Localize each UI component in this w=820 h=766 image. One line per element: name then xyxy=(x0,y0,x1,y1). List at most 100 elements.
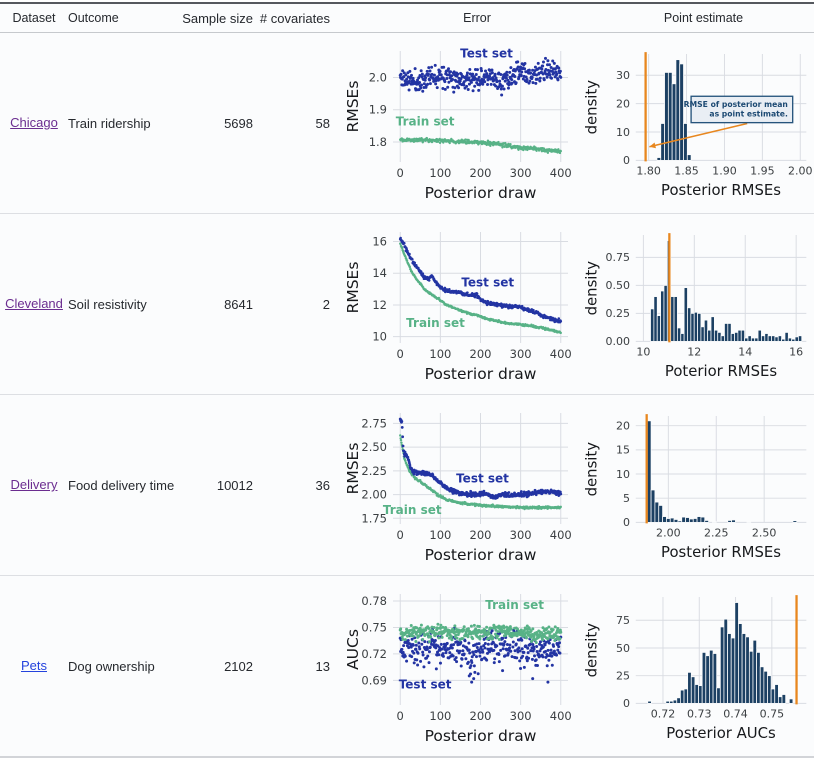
svg-text:300: 300 xyxy=(510,528,532,542)
svg-text:10: 10 xyxy=(372,330,387,344)
point-estimate-chart-cleveland: 10 12 14 16 0.00 0.25 0.50 0.75 Poterior RMSEs de… xyxy=(584,233,807,380)
svg-text:14: 14 xyxy=(372,266,387,280)
svg-text:0: 0 xyxy=(623,516,630,529)
svg-text:20: 20 xyxy=(616,420,630,433)
svg-text:1.90: 1.90 xyxy=(712,165,737,178)
outcome-cell: Dog ownership xyxy=(68,658,155,674)
svg-text:1.80: 1.80 xyxy=(636,165,661,178)
svg-text:2.50: 2.50 xyxy=(361,440,387,454)
sample-size-cell: 5698 xyxy=(224,115,253,131)
table-row-pets: Pets Dog ownership 2102 13 0 100 200 300 400… xyxy=(0,576,814,756)
results-table: Dataset Outcome Sample size # covariates… xyxy=(0,2,814,758)
error-chart-cleveland: 0 100 200 300 400 10 12 14 16 Posterior draw RMSEs… xyxy=(345,232,572,383)
svg-text:2.25: 2.25 xyxy=(704,527,729,540)
error-chart-cell: 0 100 200 300 400 1.8 1.9 2.0 Posterior draw RMSE… xyxy=(333,33,579,213)
svg-text:RMSE of posterior mean: RMSE of posterior mean xyxy=(684,100,788,109)
column-header-sample-size: Sample size xyxy=(182,10,253,26)
point-estimate-chart-delivery: 2.00 2.25 2.50 0 5 10 15 20 Posterior RMSEs densi… xyxy=(584,414,807,561)
svg-text:10: 10 xyxy=(616,468,630,481)
dataset-link-chicago[interactable]: Chicago xyxy=(10,115,58,130)
svg-text:2.50: 2.50 xyxy=(752,527,777,540)
svg-text:density: density xyxy=(584,442,600,497)
svg-text:0.74: 0.74 xyxy=(723,708,748,721)
svg-text:Train set: Train set xyxy=(485,598,544,612)
svg-text:300: 300 xyxy=(510,347,532,361)
outcome-cell: Train ridership xyxy=(68,115,151,131)
svg-text:1.9: 1.9 xyxy=(369,103,387,117)
error-chart-cell: 0 100 200 300 400 0.69 0.72 0.75 0.78 Posterior d… xyxy=(333,576,579,756)
svg-text:2.25: 2.25 xyxy=(361,464,387,478)
svg-text:15: 15 xyxy=(616,444,630,457)
point-estimate-chart-cell: 0.72 0.73 0.74 0.75 0 25 50 75 Posterior AUCs den… xyxy=(579,576,814,756)
svg-text:0: 0 xyxy=(397,166,404,180)
table-row-chicago: Chicago Train ridership 5698 58 0 100 200 3… xyxy=(0,33,814,214)
svg-text:75: 75 xyxy=(616,614,630,627)
svg-text:0: 0 xyxy=(397,709,404,723)
svg-text:0.75: 0.75 xyxy=(361,620,387,634)
column-header-outcome: Outcome xyxy=(68,11,119,25)
svg-text:100: 100 xyxy=(429,347,451,361)
svg-text:2.00: 2.00 xyxy=(361,488,387,502)
svg-text:400: 400 xyxy=(550,528,572,542)
svg-text:0.72: 0.72 xyxy=(651,708,676,721)
table-row-delivery: Delivery Food delivery time 10012 36 0 10… xyxy=(0,395,814,576)
table-row-cleveland: Cleveland Soil resistivity 8641 2 0 100 20… xyxy=(0,214,814,395)
error-chart-cell: 0 100 200 300 400 10 12 14 16 Posterior draw RMSEs… xyxy=(333,214,579,394)
sample-size-cell: 10012 xyxy=(216,477,253,493)
covariates-cell: 13 xyxy=(315,658,330,674)
svg-text:AUCs: AUCs xyxy=(345,629,362,670)
outcome-cell: Food delivery time xyxy=(68,477,175,493)
svg-text:Test set: Test set xyxy=(399,677,452,691)
svg-text:Posterior RMSEs: Posterior RMSEs xyxy=(661,181,781,199)
svg-text:1.85: 1.85 xyxy=(674,165,699,178)
svg-text:Posterior draw: Posterior draw xyxy=(425,184,537,202)
svg-text:Train set: Train set xyxy=(396,115,455,129)
svg-text:RMSEs: RMSEs xyxy=(345,443,362,495)
svg-text:density: density xyxy=(584,261,600,316)
dataset-link-cleveland[interactable]: Cleveland xyxy=(5,296,63,311)
svg-text:density: density xyxy=(584,623,600,678)
svg-text:400: 400 xyxy=(550,709,572,723)
point-estimate-chart-cell: 1.80 1.85 1.90 1.95 2.00 0 10 20 30 Posterior RMS… xyxy=(579,33,814,213)
svg-text:10: 10 xyxy=(636,346,650,359)
svg-text:30: 30 xyxy=(616,69,630,82)
column-header-error: Error xyxy=(463,11,491,25)
svg-text:400: 400 xyxy=(550,166,572,180)
svg-text:200: 200 xyxy=(470,166,492,180)
dataset-link-delivery[interactable]: Delivery xyxy=(10,477,58,492)
error-chart-delivery: 0 100 200 300 400 1.75 2.00 2.25 2.50 2.75 Posteri… xyxy=(345,413,572,564)
covariates-cell: 36 xyxy=(315,477,330,493)
svg-text:12: 12 xyxy=(372,298,387,312)
svg-text:20: 20 xyxy=(616,97,630,110)
svg-text:1.8: 1.8 xyxy=(369,135,387,149)
svg-text:0.75: 0.75 xyxy=(760,708,785,721)
dataset-link-pets[interactable]: Pets xyxy=(20,658,47,673)
svg-text:200: 200 xyxy=(470,347,492,361)
outcome-cell: Soil resistivity xyxy=(68,296,147,312)
covariates-cell: 58 xyxy=(315,115,330,131)
svg-text:Test set: Test set xyxy=(460,46,513,60)
svg-text:0: 0 xyxy=(623,697,630,710)
svg-text:2.75: 2.75 xyxy=(361,416,387,430)
svg-text:100: 100 xyxy=(429,709,451,723)
svg-text:100: 100 xyxy=(429,166,451,180)
svg-text:10: 10 xyxy=(616,126,630,139)
svg-text:200: 200 xyxy=(470,709,492,723)
table-header: Dataset Outcome Sample size # covariates… xyxy=(0,4,814,33)
svg-text:Posterior RMSEs: Posterior RMSEs xyxy=(661,543,781,561)
svg-text:Test set: Test set xyxy=(456,471,509,485)
svg-text:14: 14 xyxy=(738,346,752,359)
svg-text:Train set: Train set xyxy=(406,316,465,330)
svg-text:0.73: 0.73 xyxy=(687,708,712,721)
svg-text:RMSEs: RMSEs xyxy=(345,81,362,133)
svg-text:0.78: 0.78 xyxy=(361,594,387,608)
svg-text:0.25: 0.25 xyxy=(605,307,630,320)
svg-text:16: 16 xyxy=(789,346,803,359)
svg-text:300: 300 xyxy=(510,166,532,180)
point-estimate-chart-cell: 2.00 2.25 2.50 0 5 10 15 20 Posterior RMSEs densi… xyxy=(579,395,814,575)
point-estimate-chart-pets: 0.72 0.73 0.74 0.75 0 25 50 75 Posterior AUCs den… xyxy=(584,595,807,742)
svg-text:0.00: 0.00 xyxy=(605,335,630,348)
svg-text:400: 400 xyxy=(550,347,572,361)
svg-text:2.00: 2.00 xyxy=(656,527,681,540)
svg-text:0: 0 xyxy=(397,528,404,542)
